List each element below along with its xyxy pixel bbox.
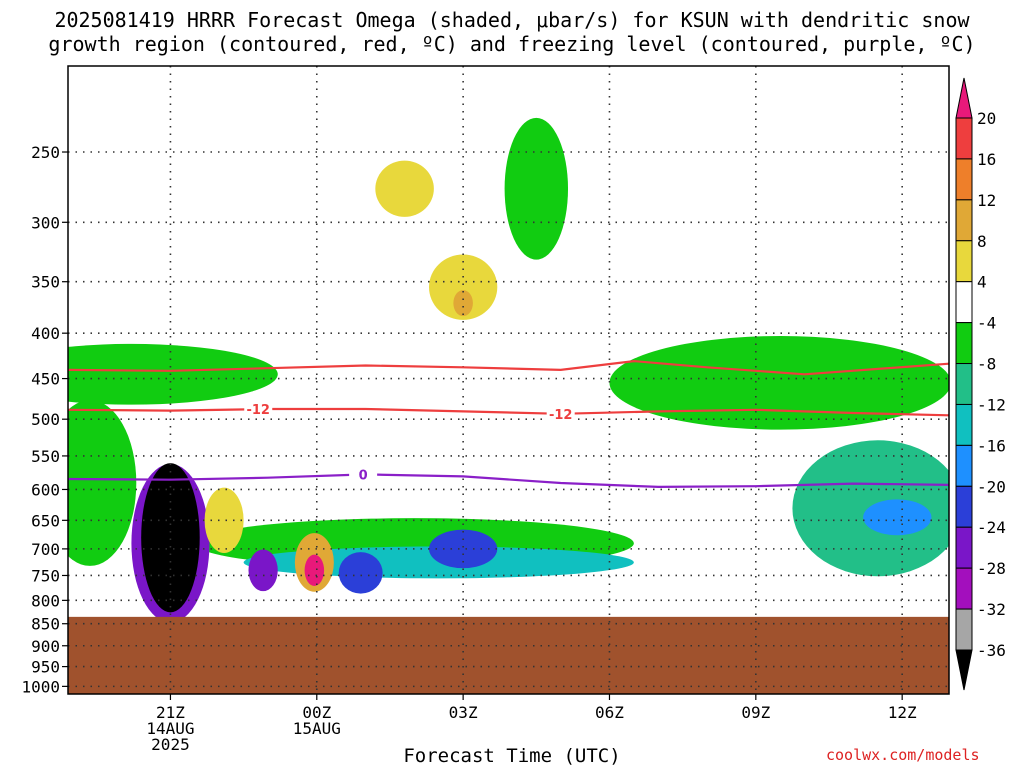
omega-shade-11	[338, 552, 383, 594]
omega-shade-18	[204, 487, 244, 554]
colorbar-label-11: -28	[977, 559, 1006, 578]
colorbar-label-12: -32	[977, 600, 1006, 619]
contour-line-2	[68, 473, 949, 489]
omega-shade-8	[428, 529, 498, 569]
colorbar-box-3	[955, 199, 973, 242]
x-tick-label-06Z-0: 06Z	[595, 703, 624, 722]
x-tick-label-09Z-0: 09Z	[741, 703, 770, 722]
colorbar-label-1: 16	[977, 150, 996, 169]
colorbar-label-0: 20	[977, 109, 996, 128]
title-line-2: growth region (contoured, red, ºC) and f…	[48, 32, 976, 56]
contour-label-bg-0-1	[546, 405, 575, 422]
colorbar-box-4	[955, 240, 973, 283]
colorbar-box-11	[955, 526, 973, 569]
omega-shade-7	[863, 499, 932, 536]
y-tick-label-400: 400	[31, 324, 60, 343]
x-axis-label: Forecast Time (UTC)	[403, 745, 621, 767]
colorbar-label-3: 8	[977, 232, 987, 251]
x-tick-label-03Z-0: 03Z	[449, 703, 478, 722]
contour-label-bg-2-0	[349, 466, 378, 483]
colorbar-label-10: -24	[977, 518, 1006, 537]
omega-shade-14	[304, 554, 325, 586]
colorbar-box-10	[955, 485, 973, 528]
x-tick-label-21Z-2: 2025	[151, 735, 190, 754]
y-tick-label-650: 650	[31, 511, 60, 530]
x-tick-label-12Z-0: 12Z	[888, 703, 917, 722]
colorbar-box-13	[955, 608, 973, 651]
colorbar-box-9	[955, 444, 973, 487]
colorbar-box-6	[955, 322, 973, 365]
y-tick-label-600: 600	[31, 480, 60, 499]
y-tick-label-500: 500	[31, 410, 60, 429]
colorbar-top-triangle	[955, 77, 973, 119]
y-tick-label-700: 700	[31, 540, 60, 559]
y-tick-label-800: 800	[31, 591, 60, 610]
colorbar-box-7	[955, 363, 973, 405]
y-tick-label-550: 550	[31, 447, 60, 466]
contour-line-1	[68, 359, 949, 376]
omega-shade-0	[68, 400, 137, 566]
omega-shade-17	[375, 160, 434, 217]
omega-shade-15	[428, 254, 498, 320]
colorbar-label-13: -36	[977, 641, 1006, 660]
colorbar-box-2	[955, 158, 973, 201]
contour-label-0-1: -12	[549, 408, 573, 423]
colorbar-label-6: -8	[977, 355, 996, 374]
site-credit: coolwx.com/models	[826, 746, 980, 764]
colorbar-label-5: -4	[977, 314, 996, 333]
y-tick-label-300: 300	[31, 213, 60, 232]
plot-area: -12 -12 0	[68, 66, 949, 694]
colorbar-label-2: 12	[977, 191, 996, 210]
x-tick-label-21Z-0: 21Z	[156, 703, 185, 722]
colorbar-bottom-triangle	[955, 649, 973, 691]
omega-shade-1	[68, 343, 278, 405]
y-tick-label-850: 850	[31, 615, 60, 634]
chart-title: 2025081419 HRRR Forecast Omega (shaded, …	[0, 8, 1024, 56]
colorbar-box-8	[955, 403, 973, 446]
y-tick-label-350: 350	[31, 273, 60, 292]
y-tick-label-450: 450	[31, 370, 60, 389]
omega-shade-4	[609, 336, 949, 430]
contour-label-0-0: -12	[246, 403, 270, 418]
below-ground-fill	[68, 616, 949, 694]
colorbar-label-8: -16	[977, 436, 1006, 455]
colorbar-label-9: -20	[977, 477, 1006, 496]
y-tick-label-900: 900	[31, 637, 60, 656]
contour-label-bg-0-0	[244, 401, 273, 418]
x-tick-label-00Z-1: 15AUG	[293, 719, 341, 738]
colorbar-box-5	[955, 281, 973, 324]
y-tick-label-950: 950	[31, 658, 60, 677]
y-tick-label-750: 750	[31, 566, 60, 585]
contour-label-2-0: 0	[359, 468, 368, 483]
plot-frame	[67, 65, 950, 695]
colorbar-box-12	[955, 567, 973, 610]
colorbar-label-7: -12	[977, 395, 1006, 414]
x-tick-label-00Z-0: 00Z	[302, 703, 331, 722]
x-tick-label-21Z-1: 14AUG	[146, 719, 194, 738]
colorbar-box-1	[955, 117, 973, 160]
y-tick-label-250: 250	[31, 143, 60, 162]
omega-shade-3	[504, 117, 569, 260]
contour-line-0	[68, 407, 949, 417]
y-tick-label-1000: 1000	[21, 677, 60, 696]
title-line-1: 2025081419 HRRR Forecast Omega (shaded, …	[54, 8, 970, 32]
omega-shade-12	[141, 463, 200, 613]
omega-shade-16	[453, 290, 473, 317]
colorbar-label-4: 4	[977, 273, 987, 292]
omega-shade-10	[248, 549, 278, 592]
